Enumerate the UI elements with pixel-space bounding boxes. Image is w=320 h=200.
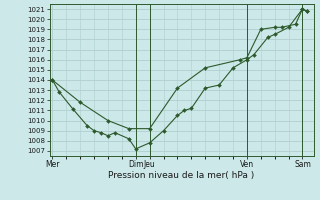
X-axis label: Pression niveau de la mer( hPa ): Pression niveau de la mer( hPa ) — [108, 171, 255, 180]
